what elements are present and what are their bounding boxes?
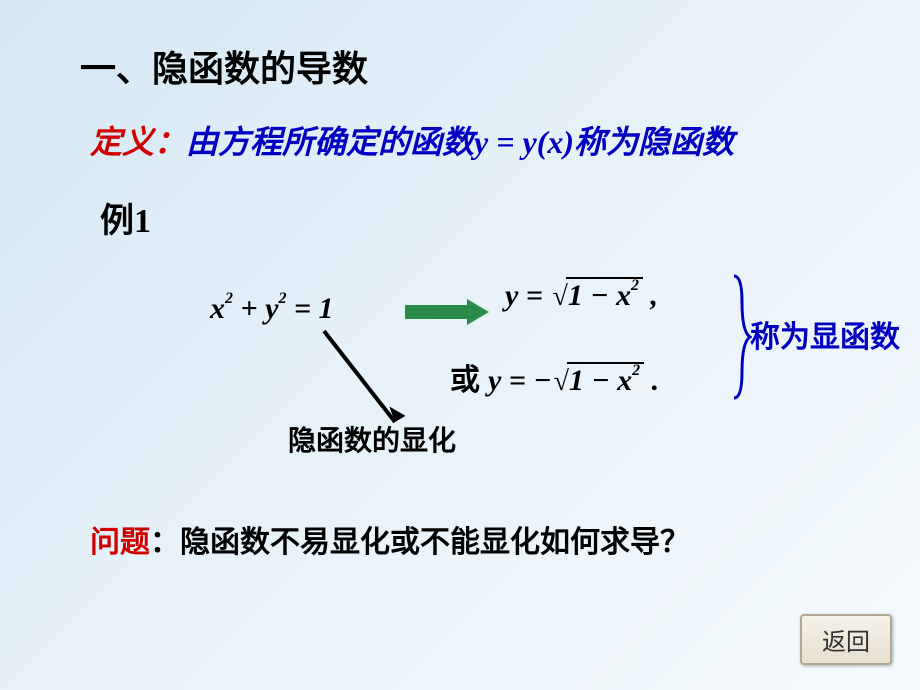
definition-line: 定义：由方程所确定的函数y = y(x)称为隐函数: [90, 117, 870, 163]
sqrt-icon: 1 − x2: [552, 279, 643, 313]
eq-sup2: 2: [278, 290, 286, 307]
eq3-y: y: [488, 364, 501, 397]
definition-colon: ：: [154, 124, 186, 160]
section-heading: 一、隐函数的导数: [80, 40, 870, 92]
explicit-equation-2: 或y = −1 − x2 .: [450, 355, 659, 399]
definition-formula-yx: y(x): [522, 124, 574, 160]
eq3-tail: .: [644, 364, 659, 397]
question-prefix: 问题: [90, 526, 150, 559]
sqrt-icon-2: 1 − x2: [554, 364, 645, 398]
implicit-to-explicit-label: 隐函数的显化: [288, 419, 456, 459]
explicit-equation-1: y = 1 − x2 ,: [505, 279, 658, 313]
eq-eq1: = 1: [286, 292, 333, 325]
eq2-inner: 1 − x: [568, 279, 631, 312]
return-button[interactable]: 返回: [800, 614, 892, 665]
brace-icon: [730, 272, 752, 402]
definition-formula-eq: =: [488, 124, 522, 160]
slide: 一、隐函数的导数 定义：由方程所确定的函数y = y(x)称为隐函数 例1 x2…: [0, 0, 920, 690]
eq3-sup: 2: [632, 362, 640, 379]
eq-sup1: 2: [225, 290, 233, 307]
eq-x: x: [210, 292, 225, 325]
implicit-equation: x2 + y2 = 1: [210, 292, 334, 326]
definition-text-after: 称为隐函数: [574, 124, 734, 160]
eq3-eq: = −: [501, 364, 551, 397]
definition-text-before: 由方程所确定的函数: [186, 124, 474, 160]
definition-formula-y: y: [474, 124, 488, 160]
eq-y: y: [265, 292, 278, 325]
eq2-eq: =: [518, 279, 550, 312]
question-line: 问题：隐函数不易显化或不能显化如何求导？: [90, 517, 870, 561]
explicit-function-label: 称为显函数: [750, 312, 900, 356]
eq2-y: y: [505, 279, 518, 312]
question-text: 隐函数不易显化或不能显化如何求导？: [180, 526, 690, 559]
question-colon: ：: [150, 526, 180, 559]
diagram-area: x2 + y2 = 1 y = 1 − x2 , 或y = −1 − x2 . …: [50, 257, 870, 447]
eq2-tail: ,: [643, 279, 658, 312]
eq-plus: +: [233, 292, 265, 325]
definition-prefix: 定义: [90, 124, 154, 160]
arrow-right-icon: [405, 299, 490, 329]
eq2-sup: 2: [631, 277, 639, 294]
eq3-inner: 1 − x: [569, 364, 632, 397]
example-label: 例1: [100, 193, 870, 242]
eq3-or: 或: [450, 364, 480, 397]
